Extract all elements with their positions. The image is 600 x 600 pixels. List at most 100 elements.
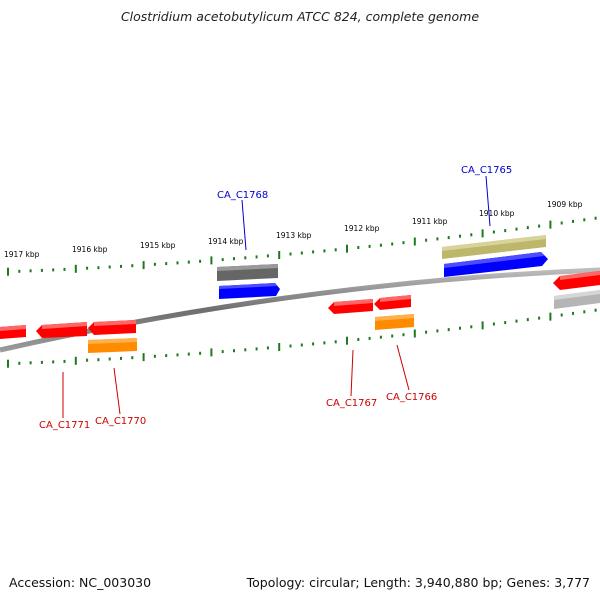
minor-tick	[470, 325, 473, 329]
minor-tick	[357, 246, 360, 249]
minor-tick	[459, 326, 461, 330]
minor-tick	[29, 361, 32, 365]
minor-tick	[289, 252, 292, 256]
minor-tick	[300, 251, 303, 255]
minor-tick	[334, 340, 337, 344]
major-tick	[74, 264, 77, 273]
minor-tick	[368, 336, 371, 340]
minor-tick	[379, 243, 382, 247]
minor-tick	[108, 265, 111, 269]
minor-tick	[300, 343, 303, 347]
minor-tick	[594, 216, 597, 220]
tick-label-1910: 1910 kbp	[479, 209, 515, 218]
reverse-genes	[0, 271, 600, 353]
minor-tick	[97, 266, 100, 270]
major-tick	[549, 312, 552, 321]
forward-genes	[217, 235, 600, 309]
leader-ca-c1770	[113, 367, 121, 415]
minor-tick	[334, 248, 337, 252]
minor-tick	[470, 233, 473, 237]
minor-tick	[572, 311, 574, 315]
major-tick	[7, 359, 9, 368]
minor-tick	[40, 268, 43, 272]
minor-tick	[153, 262, 156, 266]
minor-tick	[504, 229, 507, 233]
minor-tick	[266, 254, 269, 258]
major-tick	[210, 348, 213, 357]
gene-label-ca-c1765[interactable]: CA_C1765	[461, 165, 512, 176]
minor-tick	[52, 268, 55, 272]
minor-tick	[572, 219, 574, 223]
minor-tick	[187, 260, 190, 264]
minor-tick	[583, 218, 586, 222]
gene-label-ca-c1771[interactable]: CA_C1771	[39, 420, 90, 431]
gene-label-ca-c1767[interactable]: CA_C1767	[326, 398, 377, 409]
leader-ca-c1768	[241, 199, 247, 251]
genome-summary-text: Topology: circular; Length: 3,940,880 bp…	[246, 575, 590, 590]
major-tick	[210, 256, 213, 265]
minor-tick	[436, 237, 439, 241]
minor-tick	[289, 344, 292, 348]
minor-tick	[402, 333, 405, 337]
tick-label-1911: 1911 kbp	[412, 217, 448, 226]
minor-tick	[425, 330, 428, 334]
map-title: Clostridium acetobutylicum ATCC 824, com…	[120, 9, 480, 24]
major-tick	[7, 267, 9, 276]
minor-tick	[86, 358, 89, 362]
minor-tick	[323, 249, 326, 253]
major-tick	[413, 237, 416, 246]
minor-tick	[120, 264, 122, 268]
tick-label-1915: 1915 kbp	[140, 241, 176, 250]
minor-tick	[199, 351, 202, 355]
gene-label-ca-c1768[interactable]: CA_C1768	[217, 190, 268, 201]
minor-tick	[391, 334, 394, 338]
minor-tick	[176, 261, 179, 265]
minor-tick	[312, 250, 315, 254]
minor-tick	[323, 341, 326, 345]
minor-tick	[221, 258, 224, 262]
gene-label-ca-c1770[interactable]: CA_C1770	[95, 416, 146, 427]
minor-tick	[447, 328, 450, 332]
major-tick	[278, 251, 281, 259]
minor-tick	[233, 257, 235, 261]
minor-tick	[266, 346, 269, 350]
tick-label-1914: 1914 kbp	[208, 237, 244, 246]
minor-tick	[176, 353, 179, 357]
tick-label-1916: 1916 kbp	[72, 245, 108, 254]
major-tick	[413, 329, 416, 338]
minor-tick	[97, 358, 100, 362]
gene-label-ca-c1766[interactable]: CA_C1766	[386, 392, 437, 403]
accession-text: Accession: NC_003030	[9, 575, 152, 590]
major-tick	[346, 244, 348, 253]
leader-ca-c1765	[485, 175, 491, 227]
minor-tick	[221, 350, 224, 354]
minor-tick	[199, 259, 202, 263]
minor-tick	[131, 264, 134, 268]
minor-tick	[504, 321, 507, 325]
minor-tick	[425, 238, 428, 242]
minor-tick	[86, 266, 89, 270]
minor-tick	[165, 262, 168, 266]
minor-tick	[538, 316, 541, 320]
major-tick	[74, 356, 77, 365]
major-tick	[142, 261, 145, 270]
minor-tick	[153, 354, 156, 358]
minor-tick	[63, 359, 66, 363]
upper-tick-track	[7, 216, 597, 276]
minor-tick	[492, 322, 495, 326]
minor-tick	[583, 310, 586, 314]
minor-tick	[560, 313, 563, 317]
major-tick	[142, 353, 145, 362]
minor-tick	[526, 226, 529, 230]
minor-tick	[538, 224, 541, 228]
major-tick	[481, 229, 484, 238]
minor-tick	[108, 357, 111, 361]
minor-tick	[63, 267, 66, 271]
minor-tick	[379, 335, 382, 339]
minor-tick	[255, 347, 258, 351]
minor-tick	[594, 308, 597, 312]
major-tick	[346, 336, 348, 345]
minor-tick	[402, 241, 405, 245]
minor-tick	[436, 329, 439, 333]
